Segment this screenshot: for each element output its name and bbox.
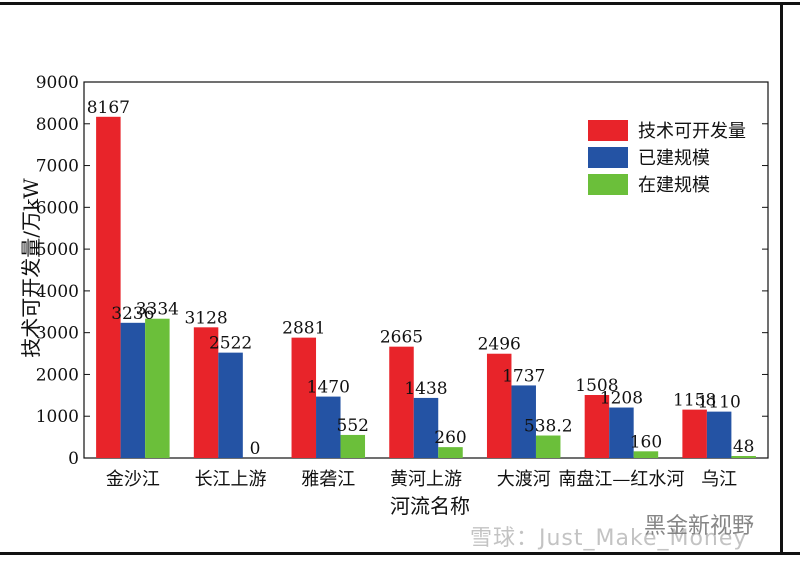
bar <box>682 409 707 458</box>
data-label: 260 <box>434 428 466 448</box>
bar <box>633 451 659 458</box>
bottom-rule <box>0 552 800 555</box>
x-tick-label: 雅砻江 <box>301 469 355 490</box>
bar <box>120 322 146 458</box>
data-label: 552 <box>337 416 369 436</box>
bar <box>486 353 512 458</box>
data-label: 160 <box>630 432 662 452</box>
x-tick-label: 金沙江 <box>106 469 160 490</box>
bar <box>389 346 414 458</box>
bar <box>96 116 121 458</box>
data-label: 2496 <box>478 335 521 355</box>
y-tick-label: 1000 <box>36 407 79 427</box>
x-tick-label: 南盘江—红水河 <box>558 469 684 490</box>
data-label: 3236 <box>111 304 154 324</box>
x-tick-label: 长江上游 <box>195 469 267 490</box>
y-tick-label: 3000 <box>36 324 79 344</box>
legend-label: 在建规模 <box>638 175 710 196</box>
bar <box>706 411 732 458</box>
y-tick-label: 9000 <box>36 73 79 93</box>
bar <box>413 397 439 458</box>
data-label: 2522 <box>209 334 252 354</box>
legend-swatch <box>588 147 628 168</box>
data-label: 1470 <box>307 378 350 398</box>
bars <box>96 116 756 458</box>
data-label: 48 <box>733 437 755 457</box>
data-label: 8167 <box>87 98 130 118</box>
top-rule <box>0 2 800 5</box>
y-tick-label: 7000 <box>36 157 79 177</box>
data-label: 2881 <box>282 319 325 339</box>
bar <box>584 394 610 458</box>
bar <box>145 318 170 458</box>
data-label: 3334 <box>136 300 179 320</box>
legend-label: 技术可开发量 <box>638 121 746 142</box>
data-label: 3128 <box>184 308 227 328</box>
legend-label: 已建规模 <box>638 148 710 169</box>
bar <box>316 396 341 458</box>
data-label: 2665 <box>380 328 423 348</box>
y-tick-label: 6000 <box>36 198 79 218</box>
bar <box>291 337 317 458</box>
legend-swatch <box>588 174 628 195</box>
x-tick-label: 大渡河 <box>497 469 551 490</box>
data-label: 1110 <box>698 393 741 413</box>
y-tick-label: 5000 <box>36 240 79 260</box>
bar <box>193 327 219 458</box>
x-tick-label: 黄河上游 <box>390 469 462 490</box>
y-tick-label: 0 <box>68 449 79 469</box>
data-label: 1208 <box>600 389 643 409</box>
x-axis-label: 河流名称 <box>390 494 470 518</box>
y-tick-label: 4000 <box>36 282 79 302</box>
watermark-right: 黑金新视野 <box>644 514 755 539</box>
bar <box>535 435 561 458</box>
bar <box>218 352 243 458</box>
y-tick-label: 8000 <box>36 115 79 135</box>
data-label: 1438 <box>404 379 447 399</box>
bar <box>438 447 463 458</box>
right-rule <box>780 4 783 553</box>
bar <box>511 385 536 458</box>
y-tick-label: 2000 <box>36 365 79 385</box>
axes: 0 1000 2000 3000 4000 5000 6000 7000 8000 9000 金沙江… <box>36 73 769 490</box>
legend-swatch <box>588 120 628 141</box>
data-label: 538.2 <box>524 417 573 437</box>
bar <box>731 455 756 458</box>
bar <box>340 434 366 458</box>
watermark-left: 雪球：Just_Make_Money <box>470 526 748 551</box>
x-tick-label: 乌江 <box>701 469 737 490</box>
data-label: 0 <box>250 439 261 459</box>
data-label: 1508 <box>575 376 618 396</box>
data-label: 1737 <box>502 366 545 386</box>
bar <box>609 407 634 458</box>
data-label: 1158 <box>673 391 716 411</box>
y-axis-label: 技术可开发量/万kW <box>19 178 43 358</box>
